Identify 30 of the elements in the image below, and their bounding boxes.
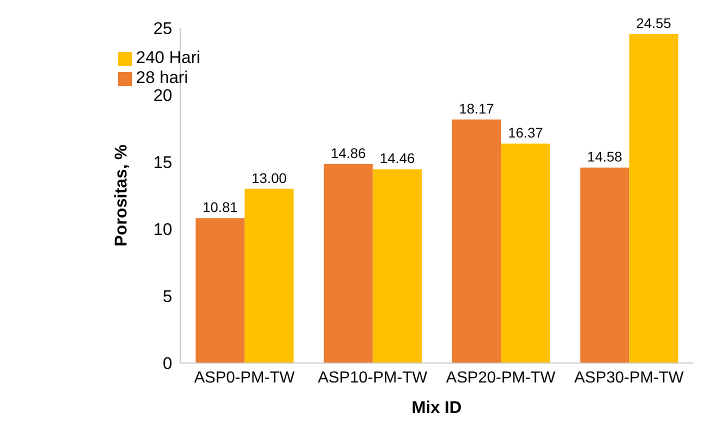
bar — [629, 34, 678, 363]
data-label: 14.58 — [587, 148, 622, 165]
bar — [452, 120, 502, 363]
y-tick-label: 0 — [162, 354, 172, 374]
data-label: 16.37 — [508, 124, 544, 141]
y-tick-label: 20 — [153, 86, 172, 106]
data-label: 18.17 — [458, 100, 494, 117]
x-tick-label: ASP20-PM-TW — [446, 369, 556, 386]
y-tick-label: 15 — [153, 153, 172, 172]
bar — [324, 164, 373, 363]
y-tick-label: 10 — [153, 220, 172, 240]
bar — [196, 218, 245, 363]
y-tick-label: 5 — [162, 287, 172, 306]
bar — [580, 168, 630, 363]
bar — [244, 188, 294, 363]
data-label: 14.86 — [330, 144, 366, 161]
x-axis-title: Mix ID — [412, 398, 462, 417]
x-tick-label: ASP0-PM-TW — [194, 369, 296, 386]
x-tick-label: ASP10-PM-TW — [318, 369, 428, 386]
legend-label: 240 Hari — [136, 48, 200, 67]
legend-label: 28 hari — [136, 68, 188, 87]
data-label: 13.00 — [252, 170, 287, 186]
x-tick-label: ASP30-PM-TW — [574, 369, 684, 386]
bar — [501, 144, 550, 363]
data-label: 10.81 — [202, 199, 238, 216]
data-label: 14.46 — [380, 150, 416, 166]
bar — [372, 169, 422, 363]
data-label: 24.55 — [636, 15, 672, 32]
y-tick-label: 25 — [153, 19, 172, 38]
y-axis-title: Porositas, % — [111, 144, 130, 247]
